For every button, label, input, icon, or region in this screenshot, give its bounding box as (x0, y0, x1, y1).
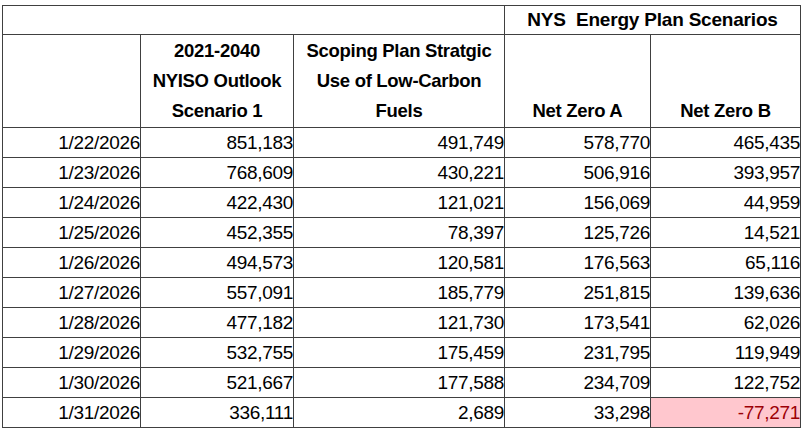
scenario1-value-cell[interactable]: 557,091 (141, 278, 294, 308)
spreadsheet-table-area: NYS Energy Plan Scenarios 2021-2040 NYIS… (2, 5, 801, 428)
date-cell[interactable]: 1/24/2026 (3, 188, 141, 218)
net-zero-a-value-cell[interactable]: 506,916 (505, 158, 651, 188)
date-cell[interactable]: 1/29/2026 (3, 338, 141, 368)
net-zero-b-value-cell[interactable]: 14,521 (651, 218, 801, 248)
net-zero-b-value-cell[interactable]: 139,636 (651, 278, 801, 308)
table-row: 1/24/2026 422,430 121,021 156,069 44,959 (3, 188, 801, 218)
group-header-row: NYS Energy Plan Scenarios (3, 6, 801, 35)
group-header-nys-energy-plan-scenarios[interactable]: NYS Energy Plan Scenarios (505, 6, 801, 35)
column-header-net-zero-b[interactable]: Net Zero B (651, 35, 801, 128)
scoping-value-cell[interactable]: 120,581 (294, 248, 505, 278)
date-cell[interactable]: 1/30/2026 (3, 368, 141, 398)
scoping-value-cell[interactable]: 2,689 (294, 398, 505, 428)
column-header-nyiso-outlook-scenario1[interactable]: 2021-2040 NYISO Outlook Scenario 1 (141, 35, 294, 128)
scenario1-value-cell[interactable]: 521,667 (141, 368, 294, 398)
net-zero-a-value-cell[interactable]: 156,069 (505, 188, 651, 218)
scoping-value-cell[interactable]: 177,588 (294, 368, 505, 398)
table-row: 1/30/2026 521,667 177,588 234,709 122,75… (3, 368, 801, 398)
date-cell[interactable]: 1/25/2026 (3, 218, 141, 248)
scoping-value-cell[interactable]: 175,459 (294, 338, 505, 368)
net-zero-a-value-cell[interactable]: 234,709 (505, 368, 651, 398)
date-cell[interactable]: 1/22/2026 (3, 128, 141, 158)
blank-cell (3, 6, 505, 35)
table-row: 1/25/2026 452,355 78,397 125,726 14,521 (3, 218, 801, 248)
scoping-value-cell[interactable]: 430,221 (294, 158, 505, 188)
scenario1-value-cell[interactable]: 768,609 (141, 158, 294, 188)
net-zero-b-value-cell[interactable]: 465,435 (651, 128, 801, 158)
table-row: 1/28/2026 477,182 121,730 173,541 62,026 (3, 308, 801, 338)
energy-scenarios-table: NYS Energy Plan Scenarios 2021-2040 NYIS… (2, 5, 801, 428)
net-zero-a-value-cell[interactable]: 125,726 (505, 218, 651, 248)
net-zero-b-value-cell[interactable]: 393,957 (651, 158, 801, 188)
table-row: 1/31/2026 336,111 2,689 33,298 -77,271 (3, 398, 801, 428)
scenario1-value-cell[interactable]: 532,755 (141, 338, 294, 368)
net-zero-a-value-cell[interactable]: 33,298 (505, 398, 651, 428)
net-zero-b-value-cell[interactable]: 122,752 (651, 368, 801, 398)
table-row: 1/23/2026 768,609 430,221 506,916 393,95… (3, 158, 801, 188)
highlighted-cell[interactable]: -77,271 (651, 398, 801, 428)
date-cell[interactable]: 1/26/2026 (3, 248, 141, 278)
net-zero-b-value-cell[interactable]: 44,959 (651, 188, 801, 218)
table-row: 1/29/2026 532,755 175,459 231,795 119,94… (3, 338, 801, 368)
date-cell[interactable]: 1/31/2026 (3, 398, 141, 428)
scoping-value-cell[interactable]: 78,397 (294, 218, 505, 248)
net-zero-a-value-cell[interactable]: 251,815 (505, 278, 651, 308)
column-header-row: 2021-2040 NYISO Outlook Scenario 1 Scopi… (3, 35, 801, 128)
net-zero-b-value-cell[interactable]: 119,949 (651, 338, 801, 368)
scenario1-value-cell[interactable]: 422,430 (141, 188, 294, 218)
scenario1-value-cell[interactable]: 336,111 (141, 398, 294, 428)
net-zero-a-value-cell[interactable]: 176,563 (505, 248, 651, 278)
scenario1-value-cell[interactable]: 494,573 (141, 248, 294, 278)
date-cell[interactable]: 1/27/2026 (3, 278, 141, 308)
scenario1-value-cell[interactable]: 477,182 (141, 308, 294, 338)
scenario1-value-cell[interactable]: 851,183 (141, 128, 294, 158)
column-header-net-zero-a[interactable]: Net Zero A (505, 35, 651, 128)
scenario1-value-cell[interactable]: 452,355 (141, 218, 294, 248)
table-row: 1/27/2026 557,091 185,779 251,815 139,63… (3, 278, 801, 308)
table-row: 1/26/2026 494,573 120,581 176,563 65,116 (3, 248, 801, 278)
scoping-value-cell[interactable]: 185,779 (294, 278, 505, 308)
scoping-value-cell[interactable]: 491,749 (294, 128, 505, 158)
table-row: 1/22/2026 851,183 491,749 578,770 465,43… (3, 128, 801, 158)
net-zero-a-value-cell[interactable]: 173,541 (505, 308, 651, 338)
net-zero-a-value-cell[interactable]: 231,795 (505, 338, 651, 368)
scoping-value-cell[interactable]: 121,021 (294, 188, 505, 218)
net-zero-a-value-cell[interactable]: 578,770 (505, 128, 651, 158)
scoping-value-cell[interactable]: 121,730 (294, 308, 505, 338)
net-zero-b-value-cell[interactable]: 62,026 (651, 308, 801, 338)
date-cell[interactable]: 1/23/2026 (3, 158, 141, 188)
net-zero-b-value-cell[interactable]: 65,116 (651, 248, 801, 278)
column-header-scoping-plan-low-carbon[interactable]: Scoping Plan Stratgic Use of Low-Carbon … (294, 35, 505, 128)
blank-cell (3, 35, 141, 128)
date-cell[interactable]: 1/28/2026 (3, 308, 141, 338)
